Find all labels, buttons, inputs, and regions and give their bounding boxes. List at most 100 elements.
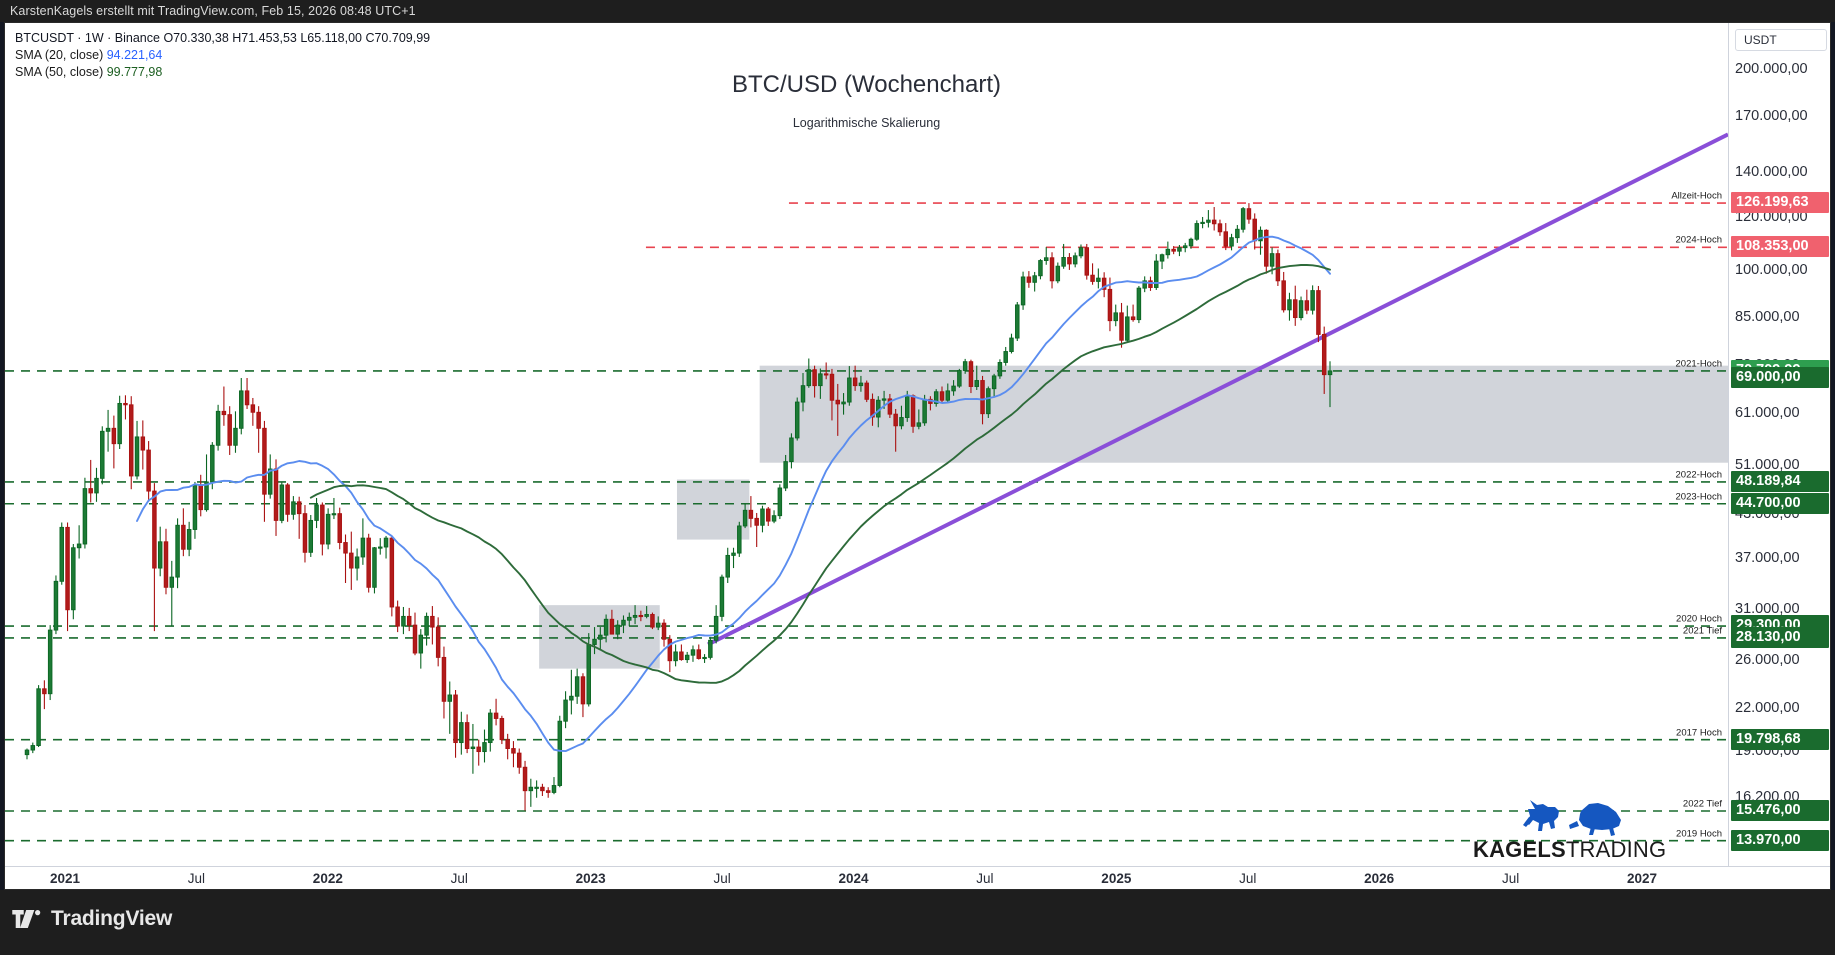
chart-canvas (5, 132, 1728, 842)
candle-body (684, 654, 690, 661)
candle-body (696, 649, 702, 659)
candle-body (47, 629, 53, 695)
candle-body (783, 461, 788, 489)
candle-body (829, 373, 835, 401)
candle-body (320, 504, 325, 545)
candle-body (667, 638, 673, 662)
trendline (707, 132, 1728, 647)
candle-body (789, 437, 794, 463)
candle-body (1101, 277, 1107, 290)
candle-body (1258, 229, 1263, 242)
candle-body (383, 537, 389, 548)
price-axis-badge: 69.000,00 (1731, 366, 1829, 388)
candle-body (36, 688, 41, 746)
candle-body (1119, 312, 1124, 341)
candle-body (563, 699, 568, 722)
price-axis-badge: 48.189,84 (1731, 470, 1829, 492)
candle-body (823, 373, 829, 376)
time-axis-tick: Jul (1501, 871, 1520, 886)
candle-body (123, 402, 128, 406)
candle-body (1293, 299, 1298, 319)
candle-body (499, 718, 505, 741)
price-zone-rect (759, 365, 1728, 463)
candle-body (314, 504, 319, 521)
candle-body (1043, 257, 1049, 261)
candle-body (1009, 337, 1014, 352)
candle-body (453, 694, 458, 744)
candle-body (435, 626, 441, 658)
candle-body (627, 616, 632, 621)
candle-body (974, 380, 979, 387)
candle-body (713, 615, 719, 641)
candle-body (146, 449, 151, 492)
candle-body (464, 722, 470, 749)
candle-body (459, 722, 464, 744)
time-axis-tick: 2021 (49, 871, 81, 886)
time-axis-tick: 2023 (575, 871, 606, 886)
candle-body (916, 422, 922, 427)
price-axis-tick: 170.000,00 (1735, 107, 1808, 124)
candle-body (731, 552, 736, 556)
candle-body (725, 554, 730, 578)
price-axis[interactable]: USDT 200.000,00 170.000,00 140.000,00 120.0… (1728, 23, 1830, 866)
moving-average-line (136, 235, 1331, 753)
candle-body (980, 380, 985, 415)
candle-body (638, 614, 644, 618)
candle-body (59, 526, 64, 582)
candle-body (847, 377, 852, 403)
candle-body (511, 748, 516, 754)
candle-body (1223, 231, 1229, 247)
candle-body (204, 481, 209, 511)
candle-body (766, 508, 771, 522)
price-axis-tick: 61.000,00 (1735, 404, 1800, 421)
candle-body (534, 786, 539, 789)
candle-body (1090, 274, 1095, 282)
price-axis-badge: 108.353,00 (1731, 236, 1829, 258)
price-axis-tick: 85.000,00 (1735, 308, 1800, 325)
candle-body (418, 634, 424, 654)
candle-body (644, 614, 649, 617)
candle-body (1015, 304, 1020, 339)
time-axis[interactable]: 2021 Jul 2022 Jul 2023 Jul 2024 Jul 2025 Jul 2026 J… (5, 866, 1830, 889)
candle-body (192, 484, 198, 530)
time-axis-tick: Jul (187, 871, 206, 886)
candle-body (94, 477, 99, 494)
time-axis-tick: Jul (713, 871, 731, 886)
candle-body (939, 391, 945, 401)
candle-body (430, 615, 435, 628)
chart-plot-area[interactable]: Allzeit-Hoch 2024-Hoch 2021-Hoch 2022-Hoch 2… (5, 23, 1728, 866)
candle-body (986, 388, 991, 415)
candle-body (1269, 253, 1275, 267)
candle-body (1107, 288, 1113, 322)
candle-body (708, 639, 713, 658)
tradingview-logo[interactable]: TradingView (12, 906, 172, 932)
candle-body (30, 745, 36, 751)
candle-body (1142, 280, 1147, 289)
candle-body (661, 622, 667, 640)
candle-body (198, 484, 203, 511)
candle-body (586, 644, 591, 705)
candle-body (754, 517, 759, 526)
candle-body (887, 398, 893, 415)
candle-body (702, 656, 707, 660)
candle-body (227, 414, 232, 446)
price-axis-tick: 51.000,00 (1735, 456, 1800, 473)
candle-body (679, 651, 684, 661)
candle-body (163, 541, 169, 588)
candle-body (794, 401, 800, 439)
candle-body (632, 614, 638, 618)
price-axis-tick: 140.000,00 (1735, 164, 1808, 181)
price-axis-tick: 200.000,00 (1735, 60, 1808, 77)
candle-body (378, 546, 383, 549)
candle-body (1206, 219, 1211, 223)
candle-body (1310, 290, 1315, 311)
candle-body (88, 488, 93, 494)
candle-body (574, 676, 580, 697)
candle-body (910, 395, 916, 427)
candle-body (401, 615, 406, 627)
candle-body (800, 385, 806, 403)
candle-body (169, 576, 175, 588)
candle-body (1217, 223, 1223, 233)
candle-body (157, 541, 163, 569)
candle-body (551, 785, 557, 793)
